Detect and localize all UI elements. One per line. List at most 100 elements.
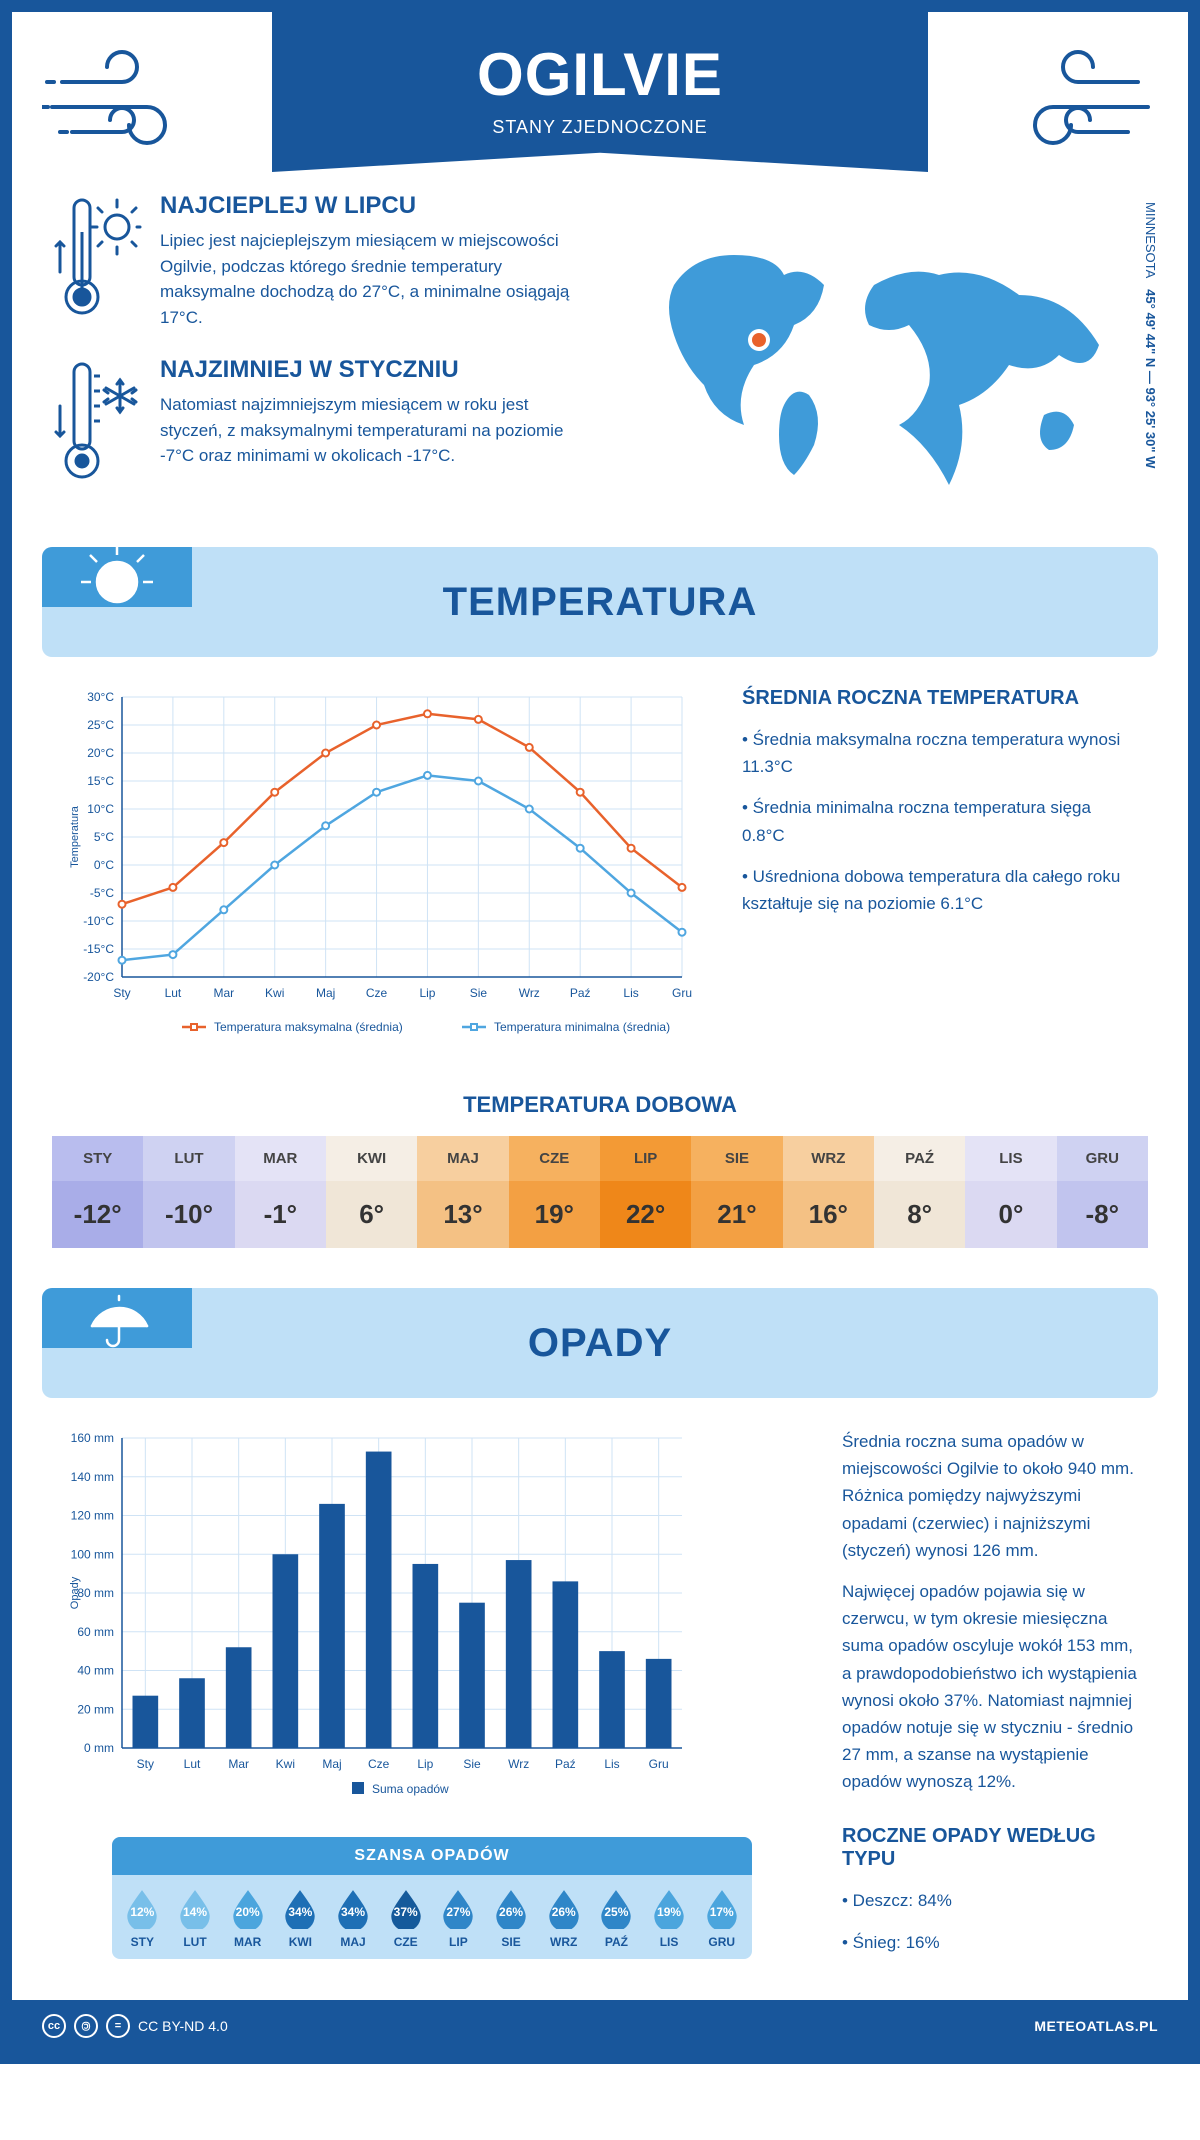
svg-text:-15°C: -15°C	[83, 942, 114, 956]
chance-cell: 20% MAR	[221, 1887, 274, 1949]
raindrop-icon: 12%	[121, 1887, 163, 1929]
city-name: OGILVIE	[477, 40, 723, 109]
temperature-banner: TEMPERATURA	[42, 547, 1158, 657]
wind-icon-left	[42, 42, 212, 167]
svg-text:Lut: Lut	[165, 986, 182, 1000]
svg-text:Paź: Paź	[570, 986, 591, 1000]
chance-cell: 26% WRZ	[537, 1887, 590, 1949]
svg-text:Paź: Paź	[555, 1757, 576, 1771]
svg-text:Cze: Cze	[366, 986, 388, 1000]
precip-title: OPADY	[528, 1321, 672, 1366]
svg-text:Wrz: Wrz	[519, 986, 540, 1000]
svg-text:Gru: Gru	[672, 986, 692, 1000]
svg-text:Kwi: Kwi	[265, 986, 284, 1000]
fact-cold: NAJZIMNIEJ W STYCZNIU Natomiast najzimni…	[52, 356, 580, 491]
svg-text:120 mm: 120 mm	[71, 1509, 114, 1523]
daily-cell: SIE 21°	[691, 1136, 782, 1248]
svg-text:Sty: Sty	[113, 986, 130, 1000]
daily-cell: LIP 22°	[600, 1136, 691, 1248]
daily-cell: CZE 19°	[509, 1136, 600, 1248]
fact-hot-text: Lipiec jest najcieplejszym miesiącem w m…	[160, 228, 580, 330]
svg-text:140 mm: 140 mm	[71, 1470, 114, 1484]
thermometer-hot-icon	[52, 192, 142, 330]
svg-text:-10°C: -10°C	[83, 914, 114, 928]
svg-text:80 mm: 80 mm	[77, 1586, 114, 1600]
daily-cell: LIS 0°	[965, 1136, 1056, 1248]
svg-text:100 mm: 100 mm	[71, 1547, 114, 1561]
raindrop-icon: 26%	[543, 1887, 585, 1929]
svg-text:30°C: 30°C	[87, 690, 114, 704]
intro-section: NAJCIEPLEJ W LIPCU Lipiec jest najcieple…	[12, 192, 1188, 547]
svg-text:Sty: Sty	[137, 1757, 154, 1771]
temperature-title: TEMPERATURA	[443, 580, 758, 625]
precip-chance-box: SZANSA OPADÓW 12% STY 14% LUT 20% MAR 34…	[112, 1837, 752, 1959]
daily-cell: MAJ 13°	[417, 1136, 508, 1248]
svg-text:Gru: Gru	[649, 1757, 669, 1771]
daily-cell: LUT -10°	[143, 1136, 234, 1248]
svg-text:Mar: Mar	[213, 986, 234, 1000]
thermometer-cold-icon	[52, 356, 142, 491]
temp-summary-0: • Średnia maksymalna roczna temperatura …	[742, 726, 1138, 780]
svg-text:Cze: Cze	[368, 1757, 390, 1771]
svg-text:Mar: Mar	[228, 1757, 249, 1771]
svg-text:Temperatura: Temperatura	[69, 805, 81, 868]
svg-text:Opady: Opady	[69, 1576, 81, 1609]
chance-cell: 37% CZE	[379, 1887, 432, 1949]
chance-cell: 34% MAJ	[327, 1887, 380, 1949]
svg-text:10°C: 10°C	[87, 802, 114, 816]
raindrop-icon: 27%	[437, 1887, 479, 1929]
umbrella-icon	[42, 1288, 192, 1348]
svg-text:Lip: Lip	[419, 986, 435, 1000]
raindrop-icon: 19%	[648, 1887, 690, 1929]
daily-cell: GRU -8°	[1057, 1136, 1148, 1248]
cc-nd-icon: =	[106, 2014, 130, 2038]
raindrop-icon: 25%	[595, 1887, 637, 1929]
fact-cold-text: Natomiast najzimniejszym miesiącem w rok…	[160, 392, 580, 469]
chance-cell: 14% LUT	[169, 1887, 222, 1949]
daily-temperature-table: STY -12° LUT -10° MAR -1° KWI 6° MAJ 13°…	[52, 1136, 1148, 1248]
chance-cell: 17% GRU	[695, 1887, 748, 1949]
license-text: CC BY-ND 4.0	[138, 2018, 228, 2034]
header: OGILVIE STANY ZJEDNOCZONE	[12, 12, 1188, 192]
fact-cold-title: NAJZIMNIEJ W STYCZNIU	[160, 356, 580, 384]
svg-text:0 mm: 0 mm	[84, 1741, 114, 1755]
precip-bytype-0: • Deszcz: 84%	[842, 1887, 1138, 1914]
svg-text:15°C: 15°C	[87, 774, 114, 788]
svg-text:40 mm: 40 mm	[77, 1664, 114, 1678]
raindrop-icon: 37%	[385, 1887, 427, 1929]
precip-chance-title: SZANSA OPADÓW	[112, 1837, 752, 1875]
daily-temp-title: TEMPERATURA DOBOWA	[12, 1092, 1188, 1118]
precip-text-1: Średnia roczna suma opadów w miejscowośc…	[842, 1428, 1138, 1564]
chance-cell: 19% LIS	[643, 1887, 696, 1949]
chance-cell: 34% KWI	[274, 1887, 327, 1949]
site-name: METEOATLAS.PL	[1034, 2018, 1158, 2034]
raindrop-icon: 26%	[490, 1887, 532, 1929]
daily-cell: PAŹ 8°	[874, 1136, 965, 1248]
footer: cc 🄯 = CC BY-ND 4.0 METEOATLAS.PL	[12, 2000, 1188, 2052]
chance-cell: 27% LIP	[432, 1887, 485, 1949]
temp-summary-1: • Średnia minimalna roczna temperatura s…	[742, 794, 1138, 848]
svg-text:Lis: Lis	[623, 986, 638, 1000]
temp-summary-title: ŚREDNIA ROCZNA TEMPERATURA	[742, 687, 1138, 710]
svg-text:Maj: Maj	[322, 1757, 341, 1771]
raindrop-icon: 17%	[701, 1887, 743, 1929]
svg-text:Maj: Maj	[316, 986, 335, 1000]
precip-bytype-title: ROCZNE OPADY WEDŁUG TYPU	[842, 1825, 1138, 1871]
svg-text:Sie: Sie	[470, 986, 488, 1000]
wind-icon-right	[988, 42, 1158, 167]
fact-hot-title: NAJCIEPLEJ W LIPCU	[160, 192, 580, 220]
precip-text-2: Najwięcej opadów pojawia się w czerwcu, …	[842, 1578, 1138, 1796]
svg-text:60 mm: 60 mm	[77, 1625, 114, 1639]
chance-cell: 26% SIE	[485, 1887, 538, 1949]
svg-text:20 mm: 20 mm	[77, 1702, 114, 1716]
temperature-line-chart: -20°C-15°C-10°C-5°C0°C5°C10°C15°C20°C25°…	[62, 687, 702, 1047]
country-name: STANY ZJEDNOCZONE	[477, 117, 723, 138]
svg-text:Sie: Sie	[463, 1757, 481, 1771]
coordinates: MINNESOTA 45° 49' 44" N — 93° 25' 30" W	[1143, 202, 1158, 468]
svg-text:Wrz: Wrz	[508, 1757, 529, 1771]
raindrop-icon: 20%	[227, 1887, 269, 1929]
temp-summary-2: • Uśredniona dobowa temperatura dla całe…	[742, 863, 1138, 917]
precip-banner: OPADY	[42, 1288, 1158, 1398]
sun-icon	[42, 547, 192, 607]
svg-text:25°C: 25°C	[87, 718, 114, 732]
